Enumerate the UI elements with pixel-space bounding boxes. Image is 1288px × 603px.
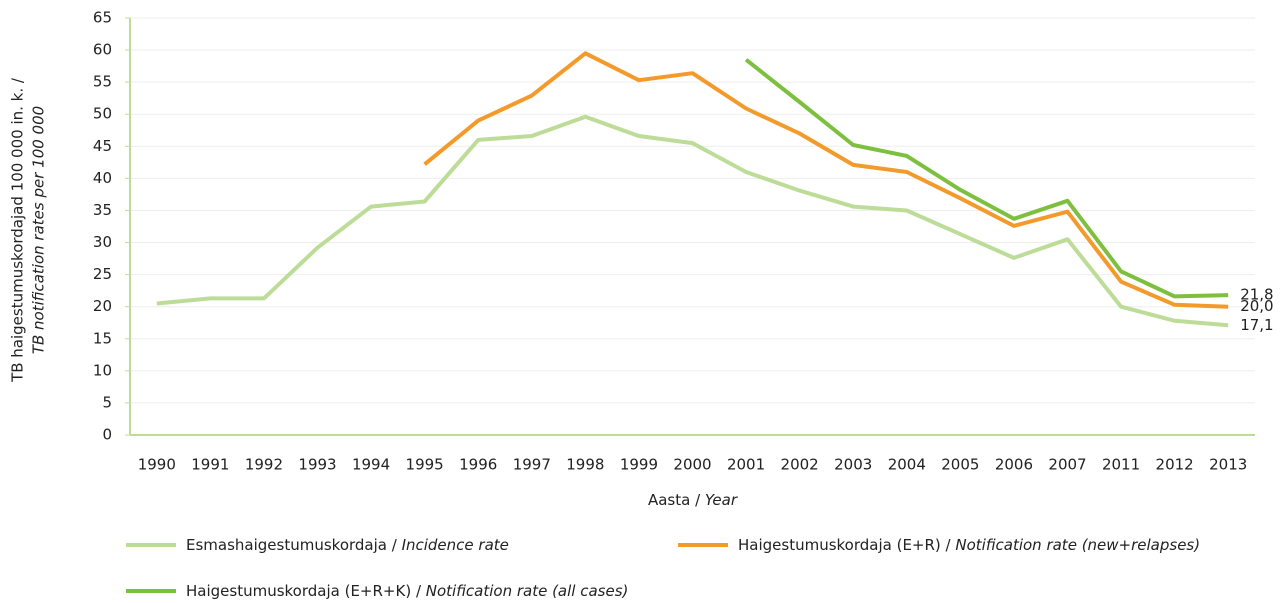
legend-label: Haigestumuskordaja (E+R+K) / Notificatio… xyxy=(186,582,628,600)
x-tick-label: 1993 xyxy=(298,456,336,474)
series-line xyxy=(423,51,1229,309)
x-tick-label: 2004 xyxy=(888,456,926,474)
x-tick-label: 1998 xyxy=(566,456,604,474)
x-tick-label: 2002 xyxy=(781,456,819,474)
y-tick-label: 25 xyxy=(93,265,112,283)
data-label: 17,1 xyxy=(1240,316,1273,334)
data-label: 20,0 xyxy=(1240,297,1273,315)
x-tick-label: 1994 xyxy=(352,456,390,474)
y-axis-title: TB notification rates per 100 000 xyxy=(30,106,48,354)
x-tick-label: 1996 xyxy=(459,456,497,474)
series-line xyxy=(156,114,1229,328)
y-tick-label: 55 xyxy=(93,73,112,91)
legend-label: Haigestumuskordaja (E+R) / Notification … xyxy=(738,536,1200,554)
x-tick-label: 1997 xyxy=(513,456,551,474)
x-tick-label: 2011 xyxy=(1102,456,1140,474)
y-tick-label: 5 xyxy=(102,393,112,411)
x-tick-label: 1995 xyxy=(406,456,444,474)
x-tick-label: 1992 xyxy=(245,456,283,474)
series-line xyxy=(744,58,1229,299)
x-tick-label: 2000 xyxy=(673,456,711,474)
x-tick-label: 1990 xyxy=(138,456,176,474)
x-tick-label: 2001 xyxy=(727,456,765,474)
y-tick-label: 35 xyxy=(93,201,112,219)
x-tick-label: 2003 xyxy=(834,456,872,474)
x-tick-label: 2007 xyxy=(1048,456,1086,474)
y-tick-label: 50 xyxy=(93,105,112,123)
y-tick-label: 65 xyxy=(93,9,112,27)
y-tick-label: 40 xyxy=(93,169,112,187)
x-tick-label: 2006 xyxy=(995,456,1033,474)
y-tick-label: 60 xyxy=(93,41,112,59)
x-tick-label: 2012 xyxy=(1156,456,1194,474)
legend-label: Esmashaigestumuskordaja / Incidence rate xyxy=(186,536,509,554)
y-tick-label: 15 xyxy=(93,329,112,347)
x-tick-label: 1991 xyxy=(191,456,229,474)
y-tick-label: 10 xyxy=(93,361,112,379)
x-tick-label: 2005 xyxy=(941,456,979,474)
data-label: 21,8 xyxy=(1240,286,1273,304)
x-axis-title: Aasta / Year xyxy=(648,491,738,509)
y-tick-label: 20 xyxy=(93,297,112,315)
y-tick-label: 0 xyxy=(102,426,112,444)
y-tick-label: 30 xyxy=(93,233,112,251)
x-tick-label: 2013 xyxy=(1209,456,1247,474)
y-tick-label: 45 xyxy=(93,137,112,155)
x-tick-label: 1999 xyxy=(620,456,658,474)
y-axis-title: TB haigestumuskordajad 100 000 in. k. / xyxy=(9,77,27,383)
